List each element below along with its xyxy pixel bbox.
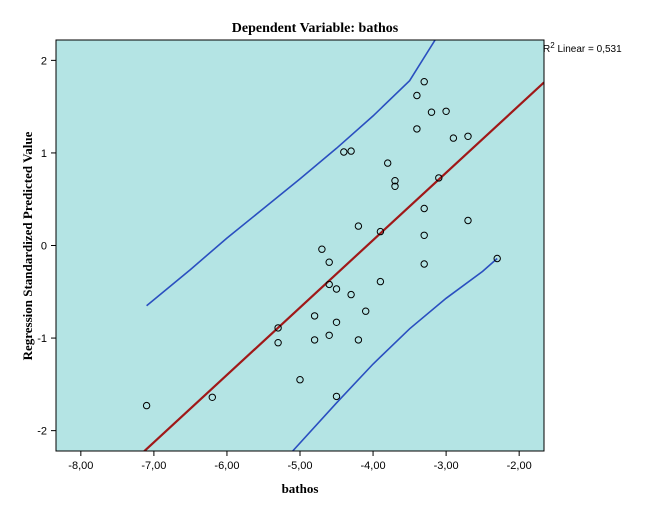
y-axis: -2 -1 0 1 2 [37, 55, 56, 438]
data-point [384, 159, 392, 167]
data-point [464, 132, 472, 141]
fit-line [142, 81, 544, 451]
data-point [274, 339, 282, 347]
x-tick-label: -2,00 [507, 460, 532, 472]
data-point [442, 107, 450, 116]
y-tick-label: 1 [41, 148, 47, 160]
data-point [325, 258, 333, 266]
plot-area [56, 40, 544, 451]
data-point [332, 318, 341, 326]
data-point [310, 312, 319, 320]
data-point [493, 254, 501, 263]
data-point [318, 245, 326, 253]
data-point [142, 401, 151, 410]
data-point [427, 108, 436, 116]
data-point [347, 147, 355, 155]
data-point [325, 331, 333, 339]
x-tick-label: -8,00 [68, 460, 93, 472]
x-axis-label: bathos [282, 481, 319, 496]
data-point [391, 182, 399, 191]
y-tick-label: -1 [37, 333, 47, 345]
data-point [435, 174, 443, 182]
data-point [354, 336, 363, 344]
data-point [413, 91, 421, 100]
data-point [420, 78, 428, 86]
x-tick-label: -5,00 [287, 460, 312, 472]
data-point [274, 324, 282, 332]
data-point [420, 260, 428, 268]
regression-fit-line [142, 81, 544, 451]
data-points [142, 78, 501, 410]
chart-title: Dependent Variable: bathos [232, 21, 399, 36]
data-point [354, 222, 363, 230]
confidence-band-upper [146, 40, 436, 307]
data-point [208, 393, 217, 401]
r2-superscript: 2 [550, 41, 555, 50]
r2-value: Linear = 0,531 [555, 44, 622, 55]
x-tick-label: -6,00 [214, 460, 239, 472]
y-tick-label: -2 [37, 426, 47, 438]
data-point [347, 290, 355, 299]
data-point [296, 376, 304, 384]
data-point [332, 392, 341, 401]
data-point [340, 148, 348, 156]
x-tick-label: -4,00 [361, 460, 386, 472]
data-point [391, 177, 399, 185]
data-point [376, 277, 385, 286]
y-axis-label: Regression Standardized Predicted Value [20, 131, 35, 360]
data-point [325, 280, 333, 289]
data-point [362, 307, 370, 315]
ci-lower-line [292, 257, 498, 451]
data-point [420, 231, 428, 240]
r2-annotation: R2 Linear = 0,531 [543, 41, 622, 55]
x-axis: -8,00 -7,00 -6,00 -5,00 -4,00 -3,00 -2,00 [68, 451, 532, 472]
data-point [449, 134, 458, 142]
data-point [420, 204, 428, 213]
confidence-band-lower [292, 257, 498, 451]
data-point [413, 125, 421, 133]
ci-upper-line [146, 40, 436, 307]
y-tick-label: 0 [41, 241, 47, 253]
x-tick-label: -3,00 [434, 460, 459, 472]
r2-prefix: R [543, 44, 550, 55]
data-point [332, 285, 341, 293]
data-point [376, 227, 385, 236]
data-point [310, 336, 319, 344]
x-tick-label: -7,00 [141, 460, 166, 472]
data-point [464, 216, 472, 225]
y-tick-label: 2 [41, 55, 47, 67]
